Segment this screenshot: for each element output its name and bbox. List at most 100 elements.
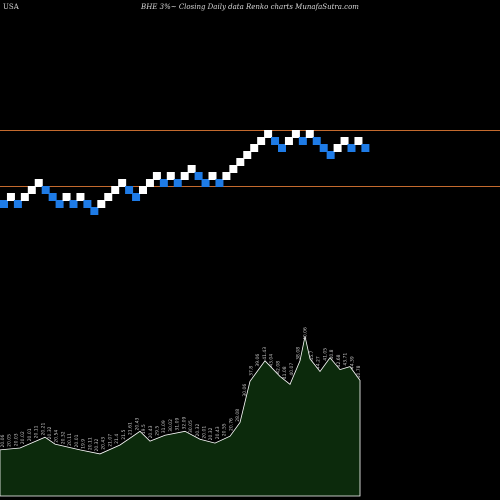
renko-brick-up	[284, 137, 293, 145]
price-label: 20.76	[228, 418, 234, 431]
renko-brick-up	[104, 193, 113, 201]
price-label: 28.08	[235, 409, 241, 422]
price-label: 20.55	[222, 423, 228, 436]
price-label: 20.21	[40, 422, 46, 435]
price-label: 41.43	[262, 347, 268, 360]
price-label: 20.01	[74, 434, 80, 447]
renko-brick-down	[48, 193, 57, 201]
renko-brick-down	[13, 200, 22, 208]
volume-area	[0, 336, 361, 497]
renko-brick-down	[319, 144, 328, 152]
price-label: 20.11	[67, 433, 73, 446]
renko-brick-down	[298, 137, 307, 145]
renko-brick-up	[6, 193, 15, 201]
price-label: 21.4	[114, 434, 120, 444]
price-label: 20.32	[60, 431, 66, 444]
renko-brick-up	[34, 179, 43, 187]
renko-brick-down	[271, 137, 280, 145]
renko-brick-down	[201, 179, 210, 187]
price-label: 20.43	[101, 437, 107, 450]
price-label: 20.32	[94, 438, 100, 451]
price-label: 20.11	[87, 437, 93, 450]
price-label: 31.09	[175, 418, 181, 431]
renko-brick-down	[312, 137, 321, 145]
price-label: 20.43	[148, 425, 154, 438]
renko-brick-down	[125, 186, 134, 194]
renko-brick-up	[257, 137, 266, 145]
renko-brick-down	[0, 200, 8, 208]
renko-brick-down	[90, 207, 99, 215]
renko-brick-up	[333, 144, 342, 152]
price-label: 45.7	[309, 350, 315, 360]
volume-area-chart	[0, 336, 361, 497]
price-label: 40.78	[356, 365, 362, 378]
price-label: 40.8	[329, 349, 335, 359]
renko-brick-up	[166, 172, 175, 180]
renko-brick-up	[62, 193, 71, 201]
price-labels: 20.06 20.05 20.03 20.02 20.01 20.11 20.21 20.32…	[0, 327, 362, 452]
renko-brick-up	[27, 186, 36, 194]
renko-brick-up	[229, 165, 238, 173]
price-label: 20.43	[215, 426, 221, 439]
renko-brick-down	[83, 200, 92, 208]
price-label: 20.32	[208, 427, 214, 440]
renko-bricks	[0, 130, 370, 215]
renko-brick-up	[222, 172, 231, 180]
price-label: 44.39	[349, 356, 355, 369]
renko-brick-up	[243, 151, 252, 159]
reference-lines	[0, 130, 500, 187]
price-label: 38.08	[296, 347, 302, 360]
renko-brick-down	[215, 179, 224, 187]
price-label: 32.09	[181, 416, 187, 429]
renko-brick-down	[173, 179, 182, 187]
price-label: 20.32	[195, 424, 201, 437]
renko-brick-up	[305, 130, 314, 138]
renko-brick-up	[145, 179, 154, 187]
renko-brick-up	[236, 158, 245, 166]
renko-brick-up	[180, 172, 189, 180]
region-label: USA	[3, 3, 19, 11]
price-label: 42.68	[336, 354, 342, 367]
price-label: 20.32	[47, 426, 53, 439]
price-label: 30.05	[188, 420, 194, 433]
renko-brick-up	[340, 137, 349, 145]
price-label: 43.71	[343, 353, 349, 366]
price-label: 20.11	[34, 425, 40, 438]
price-label: 19.5	[141, 424, 147, 434]
renko-brick-up	[118, 179, 127, 187]
renko-brick-up	[111, 186, 120, 194]
renko-brick-down	[41, 186, 50, 194]
price-label: 29.5	[154, 426, 160, 436]
renko-brick-down	[69, 200, 78, 208]
renko-brick-up	[291, 130, 300, 138]
renko-brick-up	[97, 200, 106, 208]
price-label: 20.06	[0, 435, 6, 448]
price-label: 39.06	[255, 354, 261, 367]
price-label: 40.07	[289, 363, 295, 376]
renko-brick-up	[152, 172, 161, 180]
price-label: 30.06	[242, 384, 248, 397]
price-label: 20.01	[202, 426, 208, 439]
price-label: 37.8	[249, 366, 255, 376]
price-label: 40.06	[302, 327, 308, 340]
price-label: 20.54	[54, 430, 60, 443]
price-label: 20.43	[134, 417, 140, 430]
price-label: 41.08	[282, 366, 288, 379]
renko-brick-up	[187, 165, 196, 173]
price-label: 43.04	[269, 354, 275, 367]
renko-brick-up	[208, 172, 217, 180]
renko-brick-down	[361, 144, 370, 152]
price-label: 20.05	[7, 434, 13, 447]
renko-brick-down	[326, 151, 335, 159]
renko-brick-up	[264, 130, 273, 138]
renko-brick-up	[139, 186, 147, 194]
price-label: 41.05	[322, 348, 328, 361]
price-label: 20.02	[20, 431, 26, 444]
renko-brick-down	[278, 144, 286, 152]
price-label: 20.03	[13, 433, 19, 446]
price-label: 42.08	[275, 361, 281, 374]
chart-caption: BHE 3%~ Closing Daily data Renko charts …	[141, 3, 359, 11]
renko-brick-down	[194, 172, 203, 180]
price-label: 21.5	[121, 430, 127, 440]
